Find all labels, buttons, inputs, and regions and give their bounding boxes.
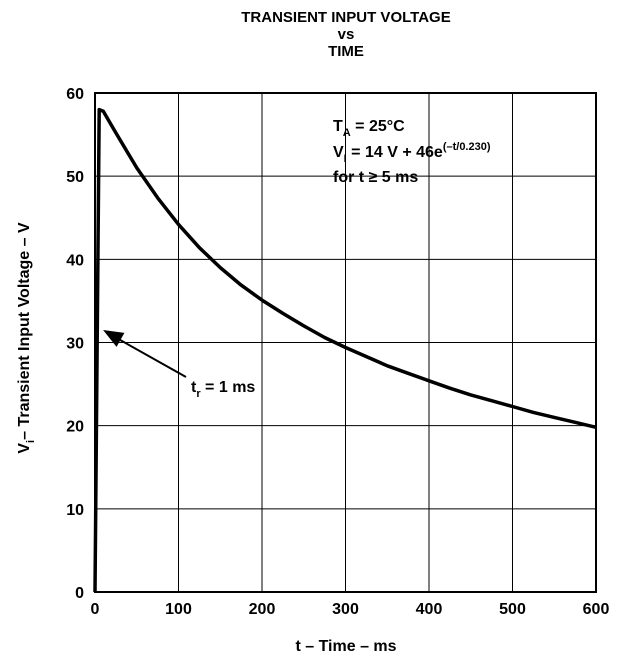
annotation-vi: VI = 14 V + 46e(–t/0.230) bbox=[333, 141, 491, 165]
annotation-vi-main: V bbox=[333, 144, 344, 161]
annotation-vi-rest: = 14 V + 46e bbox=[347, 144, 443, 161]
annotation-rise-time: tr = 1 ms bbox=[191, 379, 255, 400]
grid bbox=[94, 92, 597, 593]
annotation-rise-time-rest: = 1 ms bbox=[201, 379, 256, 396]
series-line bbox=[93, 107, 597, 593]
y-tick-label: 50 bbox=[66, 169, 84, 186]
y-tick-label: 40 bbox=[66, 252, 84, 269]
annotation-ta-rest: = 25°C bbox=[351, 118, 405, 135]
annotation-ta-main: T bbox=[333, 118, 343, 135]
y-tick-label: 20 bbox=[66, 419, 84, 436]
annotation-vi-sub: I bbox=[344, 153, 347, 165]
annotation-rise-time-sub: r bbox=[196, 388, 201, 400]
x-tick-label: 100 bbox=[165, 601, 192, 618]
x-tick-label: 600 bbox=[583, 601, 610, 618]
annotation-ta-sub: A bbox=[343, 127, 351, 139]
y-tick-label: 0 bbox=[75, 585, 84, 602]
y-tick-label: 10 bbox=[66, 502, 84, 519]
y-axis-label-rest: – Transient Input Voltage – V bbox=[16, 222, 33, 440]
y-axis-label-sub: i bbox=[25, 440, 37, 443]
x-tick-label: 500 bbox=[499, 601, 526, 618]
plot-frame bbox=[94, 92, 597, 593]
chart-title-line-2: vs bbox=[338, 26, 355, 43]
y-tick-label: 60 bbox=[66, 86, 84, 103]
x-axis-label: t – Time – ms bbox=[295, 638, 396, 655]
x-tick-label: 400 bbox=[416, 601, 443, 618]
tick-labels: 0 100 200 300 400 500 600 0 10 20 30 40 50 60 bbox=[66, 86, 609, 618]
annotation-rise-time-main: t bbox=[191, 379, 197, 396]
annotation-range: for t ≥ 5 ms bbox=[333, 169, 418, 186]
annotation-arrow-group bbox=[103, 330, 187, 378]
rise-time-arrowhead bbox=[103, 330, 125, 347]
chart-title-line-1: TRANSIENT INPUT VOLTAGE bbox=[241, 9, 450, 26]
annotation-vi-sup: (–t/0.230) bbox=[443, 141, 491, 153]
chart-title-line-3: TIME bbox=[328, 43, 364, 60]
annotation-ta: TA = 25°C bbox=[333, 118, 405, 139]
data-series bbox=[93, 107, 597, 593]
y-tick-label: 30 bbox=[66, 336, 84, 353]
y-axis-label-main: V bbox=[16, 443, 33, 454]
y-axis-label: Vi– Transient Input Voltage – V bbox=[16, 222, 37, 454]
rise-time-arrow-line bbox=[112, 335, 187, 378]
x-tick-label: 200 bbox=[249, 601, 276, 618]
x-tick-label: 0 bbox=[91, 601, 100, 618]
x-tick-label: 300 bbox=[332, 601, 359, 618]
